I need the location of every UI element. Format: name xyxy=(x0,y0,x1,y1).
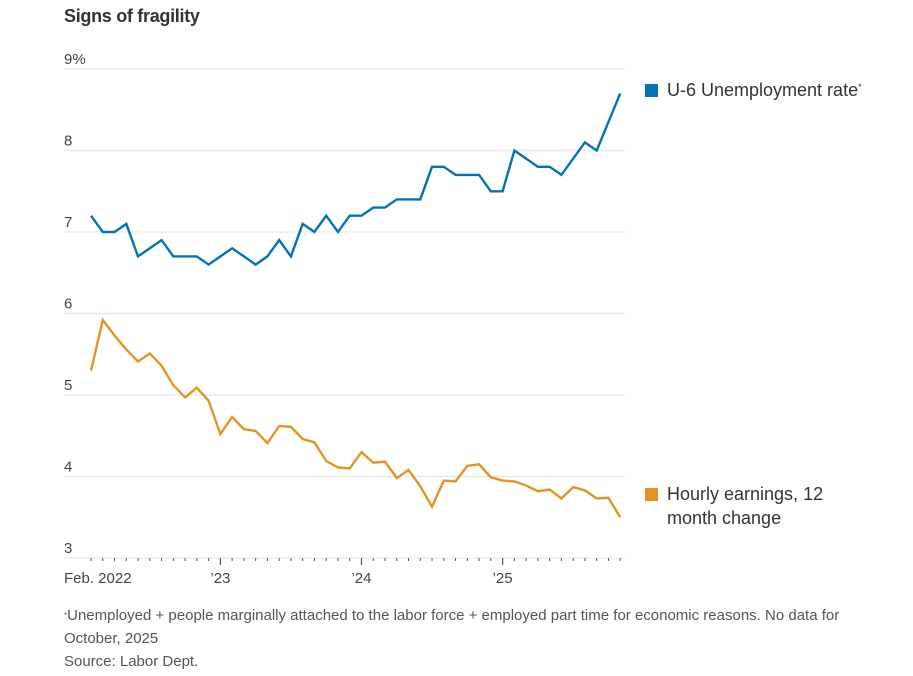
source-note: Source: Labor Dept. xyxy=(64,653,199,670)
y-tick-label: 8 xyxy=(64,133,72,150)
x-tick-label: ’23 xyxy=(210,570,230,587)
series-lines xyxy=(89,93,622,518)
series-line-earnings xyxy=(89,317,622,518)
legend-label-u6-text: U-6 Unemployment rate xyxy=(667,80,859,100)
series-line-u6 xyxy=(90,93,622,267)
footnote: *Unemployed + people marginally attached… xyxy=(64,604,894,673)
legend-swatch-u6 xyxy=(645,84,658,97)
footnote-note: *Unemployed + people marginally attached… xyxy=(64,604,894,650)
gridlines xyxy=(64,68,625,559)
legend-label-earnings: Hourly earnings, 12 month change xyxy=(667,484,824,528)
y-tick-label: 4 xyxy=(64,459,72,476)
y-tick-label: 9% xyxy=(64,51,86,68)
y-tick-label: 6 xyxy=(64,296,72,313)
x-tick-label: ’25 xyxy=(493,570,513,587)
footnote-marker: * xyxy=(64,611,68,620)
footnote-text: Unemployed + people marginally attached … xyxy=(64,607,840,647)
legend-item-earnings: Hourly earnings, 12 month change xyxy=(645,482,845,530)
legend-label-u6: U-6 Unemployment rate* xyxy=(667,78,862,102)
y-tick-label: 3 xyxy=(64,540,72,557)
y-tick-label: 5 xyxy=(64,377,72,394)
legend-swatch-earnings xyxy=(645,488,658,501)
x-tick-label: Feb. 2022 xyxy=(64,570,132,587)
chart-title: Signs of fragility xyxy=(64,6,200,26)
y-tick-label: 7 xyxy=(64,214,72,231)
x-tick-label: ’24 xyxy=(351,570,371,587)
x-axis: Feb. 2022 ’23 ’24 ’25 xyxy=(64,558,621,587)
y-axis-labels: 9% 8 7 6 5 4 3 xyxy=(64,51,86,557)
line-chart: 9% 8 7 6 5 4 3 Feb. 2022 ’23 ’24 ’25 xyxy=(64,51,625,587)
footnote-marker: * xyxy=(858,82,862,92)
legend-item-u6: U-6 Unemployment rate* xyxy=(645,78,905,102)
